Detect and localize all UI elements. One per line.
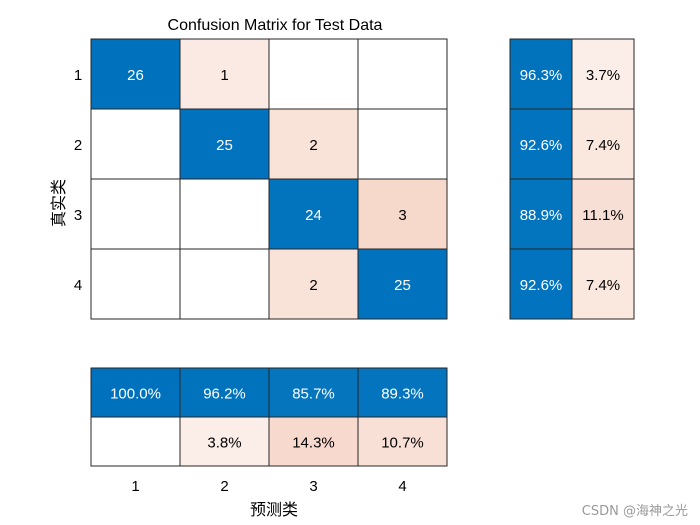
row-summary-value: 7.4% bbox=[586, 277, 620, 294]
column-summary-value: 3.8% bbox=[207, 435, 241, 452]
y-tick-label: 3 bbox=[74, 207, 82, 224]
matrix-cell bbox=[268, 178, 359, 250]
matrix-cell bbox=[179, 108, 270, 180]
matrix-cell bbox=[90, 248, 181, 320]
row-summary-value: 88.9% bbox=[520, 207, 563, 224]
chart-title: Confusion Matrix for Test Data bbox=[168, 17, 383, 34]
matrix-cell bbox=[268, 248, 359, 320]
x-axis-label: 预测类 bbox=[250, 500, 298, 519]
matrix-cell-value: 24 bbox=[305, 207, 322, 224]
matrix-cell bbox=[357, 248, 448, 320]
x-tick-label: 1 bbox=[131, 478, 139, 495]
column-summary-value: 100.0% bbox=[110, 386, 161, 403]
matrix-cell bbox=[90, 108, 181, 180]
row-summary-cell bbox=[571, 178, 635, 250]
row-summary-value: 96.3% bbox=[520, 67, 563, 84]
column-summary-cell bbox=[268, 367, 359, 418]
row-summary-value: 3.7% bbox=[586, 67, 620, 84]
y-axis-label: 真实类 bbox=[49, 179, 68, 227]
matrix-cell-value: 2 bbox=[309, 137, 317, 154]
column-summary-value: 89.3% bbox=[381, 386, 424, 403]
y-tick-label: 4 bbox=[74, 277, 82, 294]
matrix-cell-value: 1 bbox=[220, 67, 228, 84]
column-summary-cell bbox=[357, 416, 448, 467]
matrix-cell bbox=[357, 108, 448, 180]
row-summary-value: 11.1% bbox=[582, 207, 623, 224]
row-summary-cell bbox=[571, 108, 635, 180]
column-summary-cell bbox=[90, 367, 181, 418]
matrix-cell-value: 25 bbox=[216, 137, 233, 154]
row-summary-value: 92.6% bbox=[520, 137, 563, 154]
matrix-cell bbox=[90, 178, 181, 250]
row-summary-cell bbox=[571, 248, 635, 320]
matrix-cell bbox=[268, 38, 359, 110]
matrix-cell-value: 25 bbox=[394, 277, 411, 294]
matrix-cell bbox=[179, 248, 270, 320]
row-summary-cell bbox=[571, 38, 635, 110]
row-summary-value: 92.6% bbox=[520, 277, 563, 294]
matrix-cell bbox=[179, 38, 270, 110]
column-summary-cell bbox=[357, 367, 448, 418]
watermark: CSDN @海神之光 bbox=[581, 504, 688, 519]
matrix-cell bbox=[357, 38, 448, 110]
matrix-cell-value: 2 bbox=[309, 277, 317, 294]
column-summary-value: 85.7% bbox=[292, 386, 335, 403]
x-tick-label: 3 bbox=[309, 478, 317, 495]
y-tick-label: 2 bbox=[74, 137, 82, 154]
column-summary-value: 14.3% bbox=[292, 435, 335, 452]
y-tick-label: 1 bbox=[74, 67, 82, 84]
column-summary-value: 96.2% bbox=[203, 386, 246, 403]
matrix-cell bbox=[268, 108, 359, 180]
matrix-cell bbox=[179, 178, 270, 250]
matrix-cell-value: 3 bbox=[398, 207, 406, 224]
x-tick-label: 4 bbox=[398, 478, 406, 495]
column-summary-value: 10.7% bbox=[381, 435, 424, 452]
matrix-cell bbox=[357, 178, 448, 250]
column-summary-cell bbox=[179, 416, 270, 467]
x-tick-label: 2 bbox=[220, 478, 228, 495]
row-summary-value: 7.4% bbox=[586, 137, 620, 154]
matrix-cell-value: 26 bbox=[127, 67, 144, 84]
column-summary-cell bbox=[268, 416, 359, 467]
column-summary-cell bbox=[179, 367, 270, 418]
matrix-cell bbox=[90, 38, 181, 110]
column-summary-cell bbox=[90, 416, 181, 467]
